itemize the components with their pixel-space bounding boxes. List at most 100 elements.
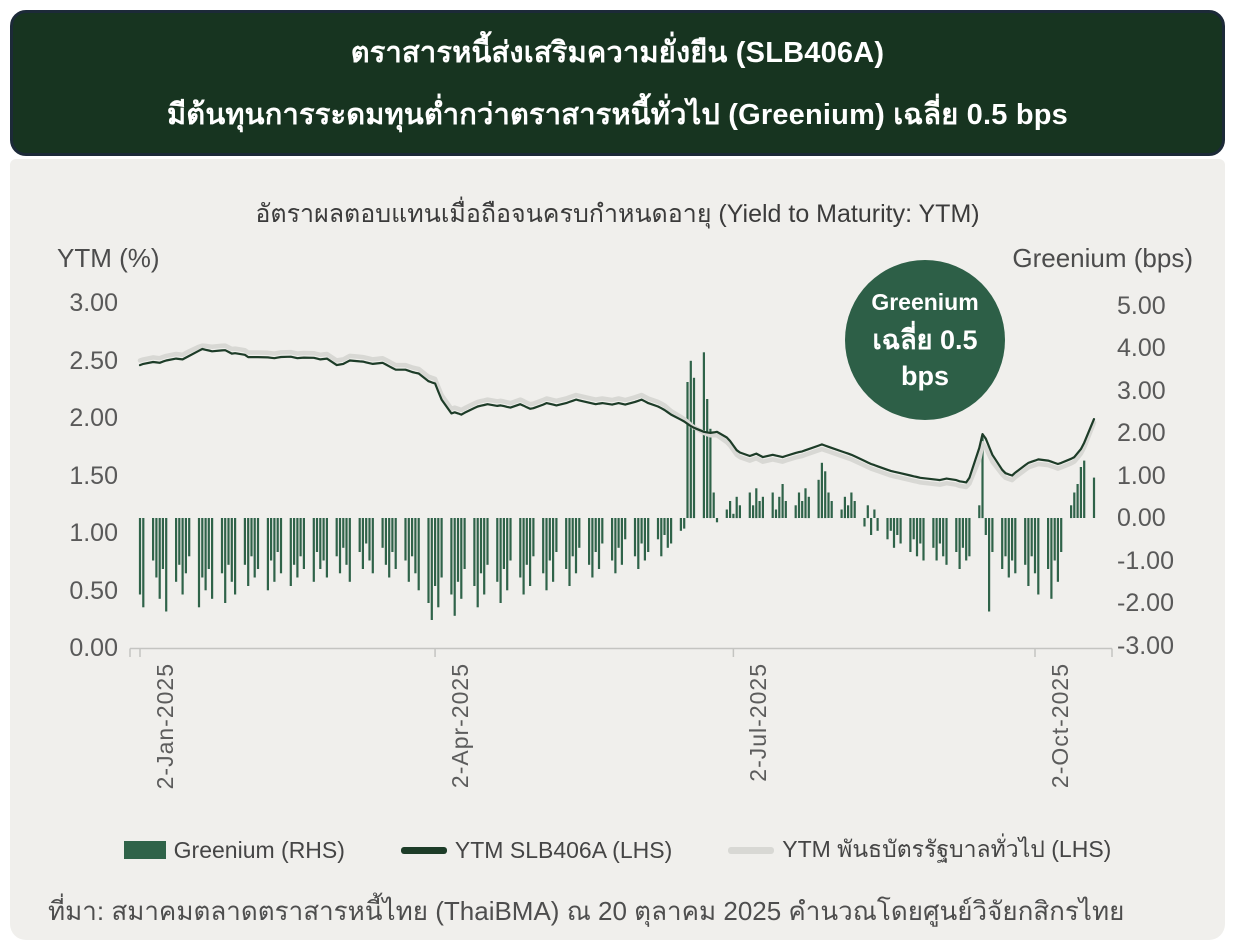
greenium-bar	[965, 518, 968, 561]
greenium-bar	[430, 518, 433, 620]
legend-label: YTM พันธบัตรรัฐบาลทั่วไป (LHS)	[782, 836, 1112, 862]
greenium-bar	[830, 501, 833, 518]
greenium-bar	[365, 518, 368, 544]
greenium-bar	[591, 518, 594, 578]
greenium-bar	[565, 518, 568, 569]
greenium-bar	[460, 518, 463, 599]
greenium-bar	[253, 518, 256, 578]
greenium-bar	[988, 518, 991, 612]
greenium-bar	[138, 518, 142, 595]
greenium-bar	[1083, 460, 1086, 518]
greenium-bar	[601, 518, 604, 544]
greenium-bar	[388, 518, 391, 578]
greenium-bar	[892, 518, 896, 548]
greenium-bar	[142, 518, 145, 608]
greenium-bar	[417, 518, 420, 591]
greenium-bar	[158, 518, 161, 599]
greenium-bar	[817, 479, 820, 519]
greenium-bar	[434, 518, 437, 586]
greenium-bar	[781, 484, 784, 518]
greenium-bar	[866, 505, 869, 519]
greenium-bar	[381, 518, 384, 548]
greenium-bar	[532, 518, 535, 557]
ytm-slb-line-swatch-icon	[400, 846, 447, 854]
greenium-bar	[325, 518, 328, 578]
greenium-bar	[935, 518, 938, 561]
greenium-bar	[660, 518, 663, 557]
greenium-bar	[315, 518, 319, 552]
greenium-bar	[896, 518, 899, 535]
header-title-line1: ตราสารหนี้ส่งเสริมความยั่งยืน (SLB406A)	[350, 37, 885, 69]
greenium-bar	[827, 492, 830, 518]
greenium-bar	[1060, 518, 1063, 552]
greenium-bar	[1024, 518, 1027, 565]
greenium-bar	[486, 518, 489, 565]
greenium-bar	[761, 496, 764, 519]
greenium-bar	[1007, 518, 1010, 578]
greenium-bar	[850, 492, 853, 518]
greenium-bar	[476, 518, 479, 608]
x-axis-tick-label: 2-Jul-2025	[745, 663, 772, 782]
greenium-bar	[588, 518, 591, 565]
legend-label: YTM SLB406A (LHS)	[454, 836, 673, 863]
greenium-bar	[279, 518, 283, 574]
greenium-bar	[915, 518, 919, 557]
greenium-bar	[807, 496, 810, 519]
greenium-bar	[391, 518, 394, 552]
greenium-bar	[243, 518, 246, 565]
greenium-bar	[483, 518, 486, 595]
legend-item-ytm-gov: YTM พันธบัตรรัฐบาลทั่วไป (LHS)	[728, 832, 1111, 868]
ytm-slb406a-line	[138, 347, 1096, 484]
greenium-bar	[725, 509, 728, 518]
greenium-bar	[1011, 518, 1014, 561]
ytm-gov-line-swatch-icon	[728, 846, 775, 854]
greenium-bar	[361, 518, 364, 569]
greenium-bar	[437, 518, 440, 608]
greenium-bar	[414, 518, 417, 574]
greenium-bar	[152, 518, 155, 561]
greenium-bar	[984, 518, 987, 535]
greenium-bar	[201, 518, 204, 578]
greenium-bar	[496, 518, 499, 582]
left-axis-tick-label: 1.50	[69, 461, 118, 490]
greenium-bar	[670, 518, 673, 544]
greenium-bar	[293, 518, 296, 565]
ytm-gov-line	[137, 343, 1097, 490]
greenium-bar	[873, 509, 876, 518]
greenium-bar	[824, 471, 827, 519]
greenium-bar	[165, 518, 168, 612]
greenium-bar	[1079, 467, 1082, 518]
greenium-bar	[250, 518, 253, 557]
greenium-bar	[663, 518, 666, 535]
greenium-bar	[689, 360, 692, 519]
greenium-bar	[748, 492, 751, 518]
greenium-bar	[889, 518, 892, 531]
greenium-bar	[571, 518, 574, 557]
greenium-bar	[348, 518, 351, 582]
greenium-bar	[230, 518, 233, 582]
greenium-bar	[256, 518, 260, 569]
greenium-bar	[473, 518, 476, 586]
greenium-bar	[552, 518, 555, 582]
greenium-bar	[968, 518, 971, 557]
greenium-bar	[1037, 518, 1040, 595]
greenium-bar	[1027, 518, 1030, 586]
greenium-bar	[499, 518, 502, 603]
greenium-bar	[597, 518, 601, 569]
greenium-bar	[404, 518, 407, 561]
greenium-bar	[647, 518, 650, 552]
greenium-bar	[394, 518, 397, 569]
greenium-bar	[1047, 518, 1050, 569]
greenium-bar	[184, 518, 187, 574]
greenium-bar	[270, 518, 273, 561]
greenium-bar	[784, 501, 787, 518]
greenium-bar	[502, 518, 505, 569]
greenium-bar	[643, 518, 646, 561]
greenium-bar	[758, 501, 761, 518]
greenium-bar	[656, 518, 660, 540]
greenium-bar	[938, 518, 941, 544]
greenium-bar	[519, 518, 522, 578]
greenium-bar	[407, 518, 410, 582]
greenium-bar	[296, 518, 299, 578]
